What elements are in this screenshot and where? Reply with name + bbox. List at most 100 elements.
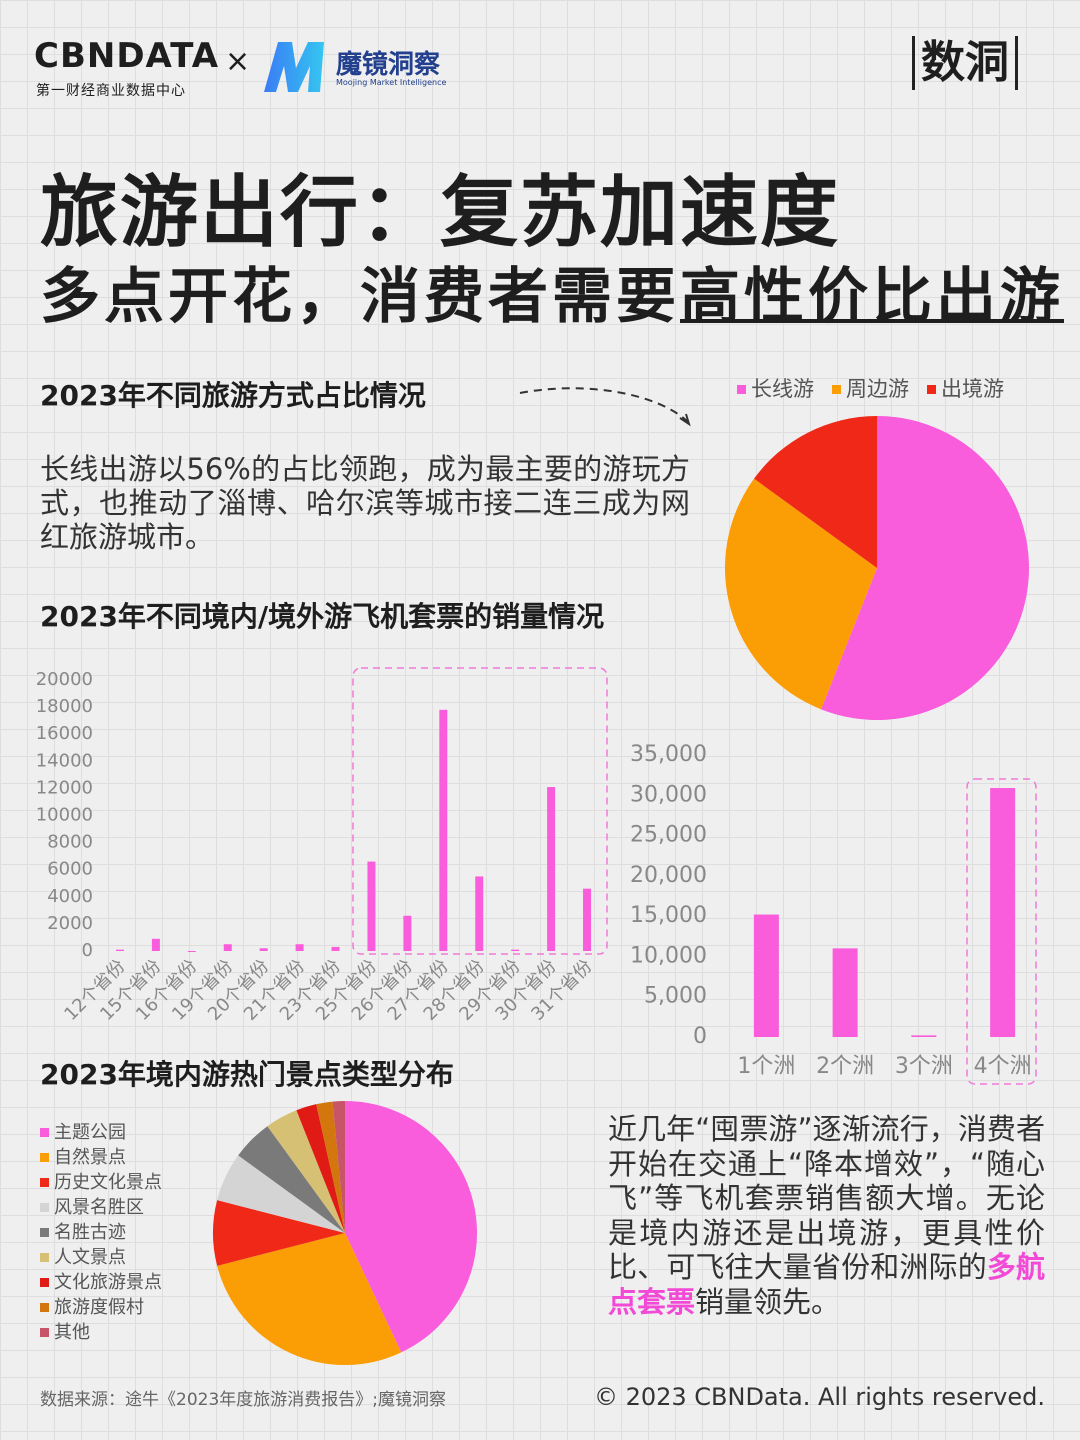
legend-swatch (40, 1178, 49, 1187)
highlight-box (966, 778, 1037, 1085)
bar (753, 914, 779, 1037)
y-tick-label: 30,000 (630, 782, 707, 807)
pie-slice (332, 1101, 345, 1233)
legend-label: 其他 (54, 1322, 90, 1343)
legend-label: 文化旅游景点 (54, 1272, 162, 1293)
y-tick-label: 25,000 (630, 823, 707, 848)
pie-slice (754, 416, 877, 568)
bar (583, 888, 592, 951)
pie-slice (238, 1126, 345, 1233)
pie-slice (821, 416, 1029, 720)
logo-cbn: CBNDATA (34, 36, 220, 76)
paragraph-highlight: 多航点套票 (608, 1250, 1045, 1319)
legend-label: 周边游 (846, 377, 909, 401)
legend-swatch (40, 1153, 49, 1162)
legend-label: 长线游 (751, 377, 814, 401)
arrow (519, 387, 689, 423)
bar (223, 944, 232, 951)
paragraph-text: 近几年“囤票游”逐渐流行，消费者开始在交通上“降本增效”，“随心飞”等飞机套票销… (608, 1112, 1045, 1284)
logo-mj-icon (264, 42, 324, 92)
y-tick-label: 16000 (36, 723, 93, 744)
section-title: 2023年不同旅游方式占比情况 (40, 379, 426, 412)
legend-swatch (40, 1128, 49, 1137)
bar (439, 709, 448, 951)
paragraph-text: 销量领先。 (695, 1284, 841, 1319)
y-tick-label: 15,000 (630, 903, 707, 928)
y-tick-label: 14000 (36, 750, 93, 771)
y-tick-label: 0 (693, 1024, 707, 1049)
bar (832, 948, 858, 1037)
legend-label: 名胜古迹 (54, 1222, 126, 1243)
bar (187, 951, 196, 952)
legend-swatch (737, 385, 746, 394)
legend-label: 历史文化景点 (54, 1172, 162, 1193)
x-tick-label: 4个洲 (974, 1054, 1032, 1079)
x-tick-label: 2个洲 (816, 1054, 874, 1079)
legend-swatch (40, 1203, 49, 1212)
y-tick-label: 2000 (47, 913, 93, 934)
x-tick-label: 3个洲 (895, 1054, 953, 1079)
y-tick-label: 4000 (47, 886, 93, 907)
y-tick-label: 0 (82, 940, 93, 961)
legend-label: 主题公园 (54, 1122, 126, 1143)
bar (403, 915, 412, 951)
pie-slice (296, 1104, 345, 1233)
legend-swatch (40, 1303, 49, 1312)
bar (511, 949, 520, 951)
arrow-head (679, 413, 691, 427)
bar (259, 948, 268, 951)
y-tick-label: 5,000 (644, 984, 707, 1009)
y-tick-label: 10000 (36, 805, 93, 826)
subtitle: 多点开花，消费者需要高性价比出游 (40, 248, 1064, 335)
logo-mj: 魔镜洞察 (336, 50, 441, 80)
bar (367, 861, 376, 951)
section-title: 2023年境内游热门景点类型分布 (40, 1058, 454, 1091)
y-tick-label: 8000 (47, 832, 93, 853)
pie-slice (267, 1110, 345, 1233)
legend-label: 出境游 (941, 377, 1004, 401)
y-tick-label: 20,000 (630, 863, 707, 888)
legend-label: 自然景点 (54, 1147, 126, 1168)
bar (115, 949, 124, 951)
legend-swatch (40, 1228, 49, 1237)
legend-swatch (40, 1253, 49, 1262)
legend-swatch (832, 385, 841, 394)
times: × (225, 44, 251, 79)
logo-mj-sub: Moojing Market Intelligence (336, 78, 447, 87)
subtitle-underlined: 高性价比出游 (680, 262, 1064, 332)
bar (547, 787, 556, 951)
highlight-box (352, 667, 608, 955)
paragraph: 长线出游以56%的占比领跑，成为最主要的游玩方式，也推动了淄博、哈尔滨等城市接二… (40, 452, 690, 554)
section-title: 2023年不同境内/境外游飞机套票的销量情况 (40, 600, 605, 633)
paragraph: 近几年“囤票游”逐渐流行，消费者开始在交通上“降本增效”，“随心飞”等飞机套票销… (608, 1112, 1045, 1319)
y-tick-label: 18000 (36, 696, 93, 717)
bar (911, 1035, 937, 1037)
legend-swatch (40, 1328, 49, 1337)
legend-label: 人文景点 (54, 1247, 126, 1268)
pie-slice (217, 1233, 402, 1365)
title: 旅游出行：复苏加速度 (40, 168, 841, 258)
pie-slice (724, 478, 877, 710)
footer-copyright: © 2023 CBNData. All rights reserved. (593, 1383, 1045, 1411)
bar (475, 876, 484, 951)
bar (295, 944, 304, 951)
pie-slice (217, 1155, 345, 1233)
pie-slice (316, 1101, 345, 1233)
bar (331, 946, 340, 951)
y-tick-label: 12000 (36, 777, 93, 798)
logo-cbn-sub: 第一财经商业数据中心 (36, 83, 186, 99)
x-tick-label: 1个洲 (737, 1054, 795, 1079)
legend-swatch (927, 385, 936, 394)
brand: 数洞 (912, 36, 1018, 90)
bar (151, 938, 160, 951)
footer-source: 数据来源：途牛《2023年度旅游消费报告》;魔镜洞察 (40, 1390, 446, 1410)
y-tick-label: 35,000 (630, 742, 707, 767)
legend-label: 旅游度假村 (54, 1297, 144, 1318)
pie-slice (345, 1101, 478, 1353)
pie-slice (213, 1200, 345, 1266)
legend-label: 风景名胜区 (54, 1197, 144, 1218)
y-tick-label: 20000 (36, 669, 93, 690)
y-tick-label: 10,000 (630, 943, 707, 968)
